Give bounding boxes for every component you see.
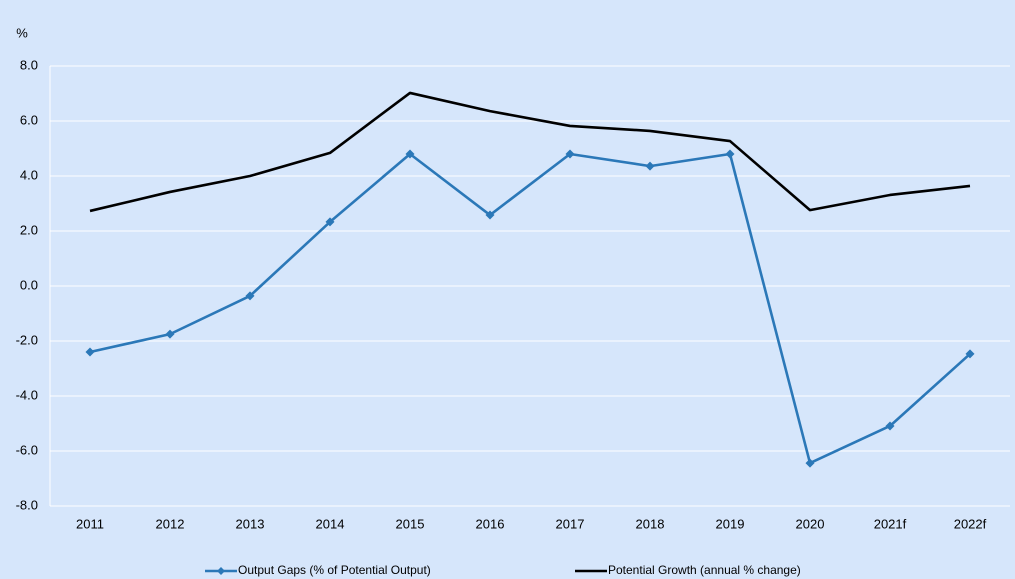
legend-label: Output Gaps (% of Potential Output) [238,563,431,577]
y-tick-label: 0.0 [20,277,38,292]
y-tick-label: 2.0 [20,222,38,237]
series-line [89,152,971,465]
x-tick-label: 2021f [874,516,907,531]
legend-label: Potential Growth (annual % change) [608,563,801,577]
data-marker [165,329,175,339]
x-tick-label: 2015 [396,516,425,531]
x-tick-label: 2018 [636,516,665,531]
x-tick-label: 2016 [476,516,505,531]
data-marker [805,458,815,468]
y-tick-label: -6.0 [16,442,38,457]
x-tick-label: 2019 [716,516,745,531]
legend: Output Gaps (% of Potential Output) Poten… [205,563,801,577]
y-axis-label: % [16,25,28,40]
y-tick-label: -8.0 [16,497,38,512]
data-marker [885,421,895,431]
x-tick-label: 2017 [556,516,585,531]
series-line [89,91,971,213]
x-tick-label: 2013 [236,516,265,531]
data-marker [405,149,415,159]
data-marker [325,217,335,227]
y-tick-label: 6.0 [20,112,38,127]
data-marker [485,210,495,220]
legend-marker [217,567,225,575]
y-tick-label: 8.0 [20,57,38,72]
data-marker [645,161,655,171]
x-tick-label: 2020 [796,516,825,531]
data-marker [725,149,735,159]
x-tick-label: 2014 [316,516,345,531]
y-tick-label: 4.0 [20,167,38,182]
x-tick-label: 2012 [156,516,185,531]
y-tick-label: -2.0 [16,332,38,347]
data-marker [965,349,975,359]
data-marker [245,291,255,301]
x-tick-label: 2022f [954,516,987,531]
data-marker [85,347,95,357]
y-tick-label: -4.0 [16,387,38,402]
data-marker [565,149,575,159]
x-tick-label: 2011 [76,516,104,531]
